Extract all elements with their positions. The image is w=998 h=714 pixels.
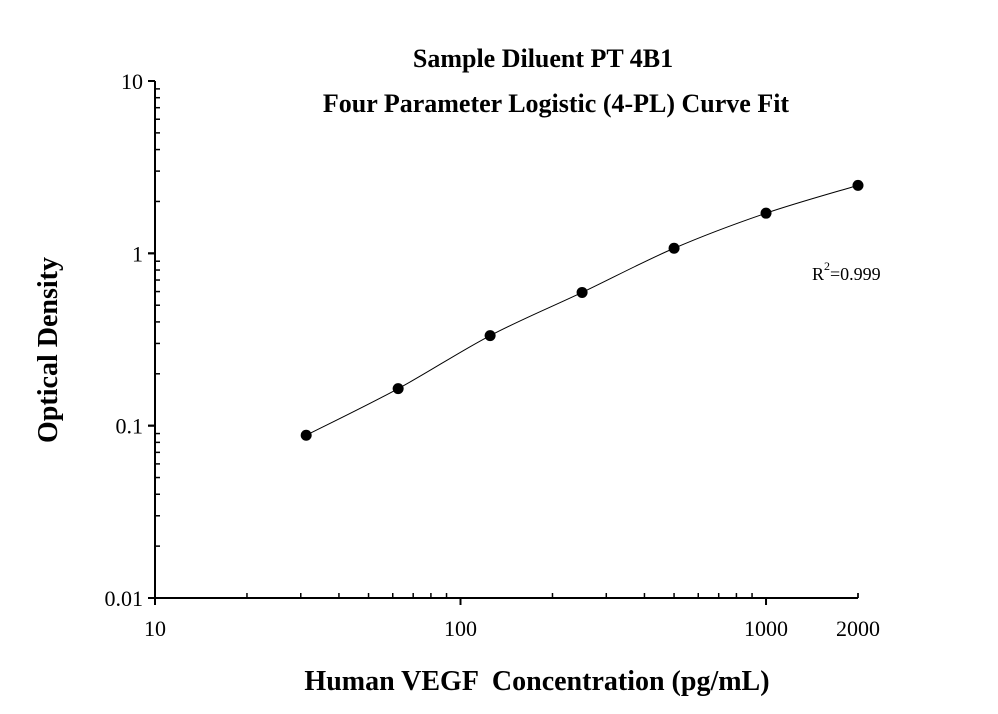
data-point xyxy=(392,383,404,395)
chart-title: Sample Diluent PT 4B1 xyxy=(413,44,673,73)
y-tick-label: 10 xyxy=(121,69,143,94)
y-tick-label: 0.1 xyxy=(116,414,144,439)
data-points xyxy=(300,179,864,441)
y-axis-label: Optical Density xyxy=(33,257,64,443)
y-tick-label: 1 xyxy=(132,241,143,266)
x-tick-label: 2000 xyxy=(836,616,880,641)
x-tick-label: 10 xyxy=(144,616,166,641)
x-tick-label: 100 xyxy=(444,616,477,641)
axes xyxy=(148,80,859,605)
data-point xyxy=(852,179,864,191)
x-tick-label: 1000 xyxy=(744,616,788,641)
y-tick-label: 0.01 xyxy=(105,586,144,611)
chart-subtitle: Four Parameter Logistic (4-PL) Curve Fit xyxy=(323,89,790,118)
data-point xyxy=(760,207,772,219)
tick-labels: 10 100 1000 2000 0.01 0.1 1 10 xyxy=(105,69,881,641)
data-point xyxy=(484,330,496,342)
fit-curve xyxy=(305,184,859,436)
r2-annotation: R2=0.999 xyxy=(812,259,881,284)
data-point xyxy=(576,286,588,298)
data-point xyxy=(300,429,312,441)
data-point xyxy=(668,242,680,254)
x-axis-label: Human VEGF Concentration (pg/mL) xyxy=(304,666,769,697)
